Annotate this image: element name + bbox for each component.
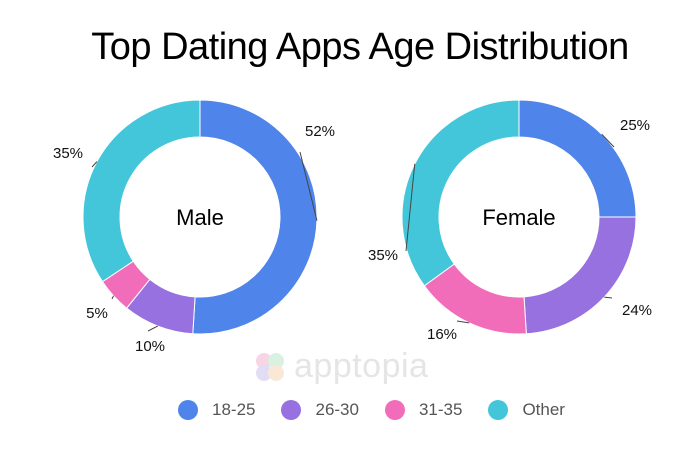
legend-label: 18-25 bbox=[212, 400, 256, 419]
slice-value-label: 25% bbox=[620, 117, 650, 134]
slice-value-label: 16% bbox=[427, 326, 457, 343]
slice-18-25 bbox=[192, 99, 318, 335]
watermark-text: apptopia bbox=[294, 347, 429, 385]
slice-value-label: 10% bbox=[135, 338, 165, 355]
legend-label: Other bbox=[522, 400, 565, 419]
male-donut: 52% 10% 5% 35% Male bbox=[53, 99, 335, 355]
leader-line bbox=[299, 151, 318, 221]
slice-value-label: 5% bbox=[86, 305, 108, 322]
legend-item-26-30: 26-30 bbox=[281, 400, 359, 420]
donut-center-label: Female bbox=[482, 205, 555, 230]
leader-line bbox=[604, 296, 613, 299]
legend-item-31-35: 31-35 bbox=[384, 400, 463, 420]
watermark: apptopia bbox=[252, 347, 428, 386]
apptopia-logo-icon bbox=[256, 352, 284, 381]
legend: 18-25 26-30 31-35 Other bbox=[178, 400, 591, 420]
legend-label: 31-35 bbox=[418, 400, 463, 419]
slice-value-label: 35% bbox=[53, 145, 83, 162]
legend-item-other: Other bbox=[488, 400, 565, 420]
female-donut: 25% 24% 16% 35% Female bbox=[368, 99, 652, 343]
legend-swatch bbox=[384, 400, 405, 420]
legend-swatch bbox=[178, 400, 198, 420]
legend-swatch bbox=[281, 400, 302, 420]
leader-line bbox=[405, 163, 416, 252]
leader-line bbox=[456, 320, 470, 324]
legend-label: 26-30 bbox=[315, 400, 359, 419]
chart-title: Top Dating Apps Age Distribution bbox=[91, 26, 629, 68]
leader-line bbox=[111, 295, 114, 300]
slice-26-30 bbox=[523, 216, 637, 335]
slice-other bbox=[82, 99, 201, 283]
legend-swatch bbox=[488, 400, 509, 420]
legend-item-18-25: 18-25 bbox=[178, 400, 255, 420]
slice-value-label: 52% bbox=[305, 123, 335, 140]
slice-18-25 bbox=[518, 99, 637, 218]
slice-other bbox=[401, 99, 520, 287]
leader-line bbox=[147, 325, 158, 332]
leader-line bbox=[601, 133, 615, 148]
slice-value-label: 24% bbox=[622, 302, 652, 319]
slice-value-label: 35% bbox=[368, 247, 398, 264]
donut-center-label: Male bbox=[176, 205, 224, 230]
leader-line bbox=[91, 161, 98, 168]
